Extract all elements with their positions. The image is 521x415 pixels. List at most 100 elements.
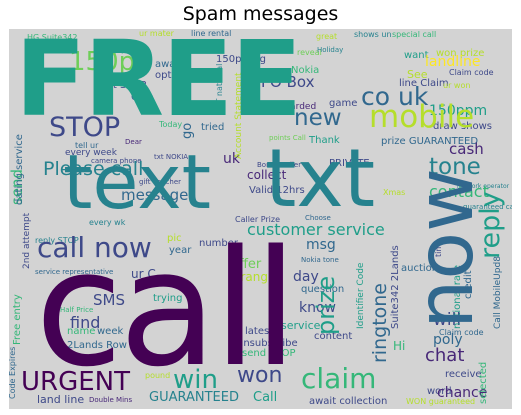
word-cloud-word: auction	[401, 263, 439, 274]
word-cloud-word: txt NOKIA	[154, 153, 189, 161]
word-cloud-word: Holiday	[317, 46, 344, 54]
word-cloud-word: want	[404, 50, 429, 61]
word-cloud-word: txt STOP	[103, 80, 147, 91]
word-cloud-word: ur won	[443, 81, 471, 90]
word-cloud-word: Identifier Code	[356, 262, 366, 329]
word-cloud-word: trying	[153, 293, 183, 304]
word-cloud-word: receive	[445, 369, 482, 380]
word-cloud-word: text	[63, 138, 212, 226]
word-cloud-word: question	[301, 284, 345, 295]
word-cloud-word: 150p	[69, 47, 136, 77]
word-cloud-word: Dear	[125, 138, 142, 146]
word-cloud-word: Call	[253, 390, 278, 405]
word-cloud-word: line rental	[191, 29, 232, 38]
word-cloud-word: know	[299, 300, 336, 316]
word-cloud-word: pic	[167, 233, 182, 244]
word-cloud-word: great	[316, 32, 338, 41]
word-cloud-word: message	[121, 186, 189, 204]
word-cloud-word: number	[199, 238, 239, 249]
word-cloud-word: Club	[131, 92, 154, 103]
word-cloud-word: GUARANTEED	[149, 390, 239, 405]
word-cloud-word: every week	[65, 148, 117, 158]
word-cloud-word: tried	[201, 122, 225, 133]
word-cloud-word: call now	[37, 231, 152, 264]
word-cloud-word: Today	[159, 120, 183, 129]
word-cloud-word: poly	[433, 332, 463, 348]
word-cloud-word: ur mater	[139, 29, 174, 38]
word-cloud-word: 150p msg	[216, 54, 266, 65]
word-cloud-word: reveal	[297, 48, 322, 57]
word-cloud-word: call	[35, 215, 298, 402]
word-cloud-word: camera phone	[91, 157, 142, 165]
word-cloud-word: Enjoy	[106, 46, 126, 54]
word-cloud-word: HG Suite342	[27, 33, 78, 42]
word-cloud-word: special call	[392, 30, 437, 39]
word-cloud-word: draw shows	[433, 121, 492, 132]
word-cloud-word: opt	[155, 70, 172, 81]
word-cloud-word: Half Price	[60, 306, 94, 314]
word-cloud-word: WON guaranteed	[406, 397, 476, 406]
word-cloud-word: msg	[306, 237, 336, 253]
word-cloud-word: selected	[478, 361, 489, 404]
word-cloud-word: ur C	[131, 267, 156, 281]
word-cloud-word: line Claim	[399, 78, 449, 89]
word-cloud-word: co uk	[361, 82, 429, 111]
word-cloud-word: shows un	[354, 30, 392, 39]
word-cloud-word: Hi	[393, 339, 406, 353]
word-cloud-word: land line	[37, 393, 85, 406]
word-cloud-word: uk	[223, 151, 240, 167]
word-cloud-word: contact	[429, 182, 489, 201]
word-cloud-word: Orange	[231, 270, 276, 284]
word-cloud-word: collect	[247, 168, 287, 182]
word-cloud-word: Nokia tone	[301, 256, 339, 264]
word-cloud-word: 150ppm	[429, 103, 488, 119]
word-cloud-word: new	[294, 105, 342, 131]
word-cloud-word: Double Mins	[89, 396, 133, 404]
word-cloud-word: Claim code	[439, 328, 484, 337]
word-cloud-word: content	[314, 331, 353, 342]
word-cloud-word: will	[433, 310, 462, 330]
word-cloud-word: ur awarded	[265, 102, 317, 112]
word-cloud-word: pound	[145, 371, 171, 380]
word-cloud-word: day	[293, 269, 319, 285]
word-cloud-word: Call MobileUpd8	[493, 256, 503, 329]
word-cloud-word: chance	[437, 385, 488, 401]
word-cloud-word: service representative	[35, 268, 114, 276]
word-cloud-word: latest	[245, 326, 274, 337]
word-cloud-word: FREE	[15, 29, 302, 140]
word-cloud-word: See	[407, 68, 428, 81]
word-cloud-word: game	[329, 98, 358, 109]
word-cloud-word: name	[67, 326, 96, 337]
word-cloud-word: reply STOP	[35, 236, 79, 245]
word-cloud-word: PO Box	[261, 73, 315, 91]
word-cloud-word: SMS	[93, 291, 125, 309]
word-cloud-word: award	[155, 59, 186, 70]
word-cloud-word: customer service	[247, 220, 385, 239]
word-cloud-word: word	[427, 386, 452, 397]
word-cloud-word: Suite342 2Lands	[390, 245, 401, 329]
word-cloud-word: STOP	[49, 112, 121, 143]
word-cloud-word: chat	[425, 345, 465, 366]
word-cloud-word: find	[70, 313, 101, 332]
word-cloud-word: Choose	[305, 214, 331, 222]
word-cloud-word: year	[169, 245, 192, 256]
word-cloud-word: network operator	[457, 183, 510, 190]
word-cloud-word: week	[97, 326, 124, 337]
word-cloud-word: landline	[425, 54, 481, 70]
word-cloud-word: offer	[231, 257, 262, 272]
word-cloud-word: Code Expires	[9, 346, 17, 399]
word-cloud-word: Please call	[43, 158, 144, 180]
word-cloud-word: service	[281, 319, 321, 332]
word-cloud-word: Claim code	[449, 68, 494, 77]
word-cloud-word: dating service	[14, 134, 25, 205]
word-cloud-word: Caller Prize	[235, 215, 281, 224]
word-cloud-word: won	[237, 363, 283, 388]
word-cloud-word: txt	[265, 132, 376, 225]
word-cloud-word: 2Lands Row	[67, 340, 127, 351]
word-cloud-word: cash	[449, 140, 484, 158]
word-cloud-word: Thank	[309, 135, 340, 146]
word-cloud-word: every wk	[89, 218, 126, 227]
word-cloud-word: Bonus Caller	[257, 161, 302, 169]
word-cloud-word: guaranteed cash	[463, 203, 512, 211]
word-cloud-word: PRIVATE	[329, 158, 370, 169]
